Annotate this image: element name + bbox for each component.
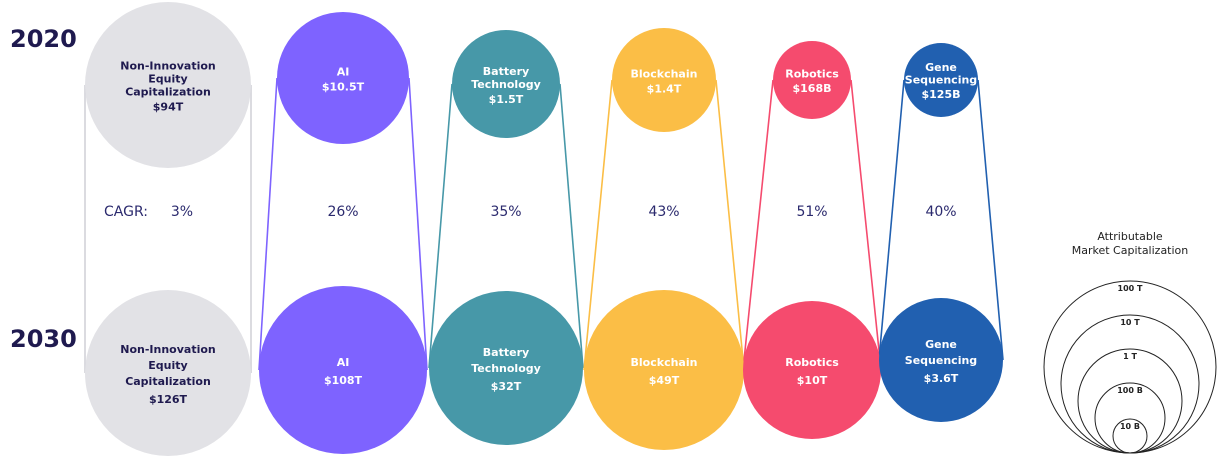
connector-right-5 [977,79,1004,361]
connector-left-4 [742,79,774,371]
bubble-value-5-2030: $3.6T [924,372,959,385]
connector-left-1 [258,77,278,371]
cagr-value-3: 43% [648,204,679,220]
bubble-2030-4 [743,301,881,439]
legend-ring-label-3: 100 B [1117,386,1143,395]
bubble-2030-2 [429,291,583,445]
bubble-2020-1 [277,12,409,144]
bubbles: Non-InnovationEquityCapitalization$94TNo… [85,2,1003,456]
bubble-2020-5 [904,43,978,117]
bubble-label-0-2030-2: Capitalization [125,375,211,388]
connector-left-3 [583,79,613,371]
cagr-value-0: 3% [171,204,193,220]
bubble-label-0-2020-1: Equity [148,72,187,85]
bubble-label-2-2030-1: Technology [471,362,541,375]
bubble-value-4-2030: $10T [797,374,828,387]
legend-ring-2 [1077,348,1183,454]
bubble-label-0-2020-0: Non-Innovation [120,59,215,72]
cagr-value-4: 51% [796,204,827,220]
bubble-value-2-2020: $1.5T [489,93,524,106]
bubble-2020-2 [452,30,560,138]
bubble-label-5-2030-0: Gene [925,338,957,351]
bubble-label-2-2020-1: Technology [471,78,541,91]
legend-title-1: Market Capitalization [1072,244,1189,257]
bubble-label-3-2020-0: Blockchain [631,67,698,80]
legend-ring-label-4: 10 B [1120,422,1140,431]
bubble-label-5-2030-1: Sequencing [905,354,977,367]
bubble-label-0-2030-0: Non-Innovation [120,343,215,356]
bubble-value-5-2020: $125B [922,88,961,101]
connector-right-4 [850,79,882,371]
legend-ring-label-2: 1 T [1123,352,1137,361]
bubble-2030-5 [879,298,1003,422]
bubble-label-0-2020-2: Capitalization [125,85,211,98]
bubble-value-3-2020: $1.4T [647,82,682,95]
year-label-2020: 2020 [10,25,77,53]
connector-left-5 [878,79,905,361]
bubble-connectors [84,77,1004,373]
bubble-value-1-2030: $108T [324,374,363,387]
legend-ring-label-1: 10 T [1120,318,1140,327]
bubble-2030-0 [85,290,251,456]
cagr-value-5: 40% [925,204,956,220]
bubble-2030-3 [584,290,744,450]
bubble-value-0-2020: $94T [153,100,184,113]
bubble-label-1-2020-0: AI [337,65,350,78]
legend-title-0: Attributable [1097,230,1163,243]
bubble-label-4-2030-0: Robotics [785,356,839,369]
bubble-label-1-2030-0: AI [337,356,350,369]
year-label-2030: 2030 [10,325,77,353]
connector-right-3 [715,79,745,371]
bubble-label-3-2030-0: Blockchain [631,356,698,369]
bubble-value-2-2030: $32T [491,380,522,393]
bubble-label-5-2020-0: Gene [925,61,957,74]
bubble-value-3-2030: $49T [649,374,680,387]
cagr-row: 3% 26% 35% 43% 51% 40% CAGR: [104,204,957,220]
connector-right-1 [408,77,428,371]
cagr-value-1: 26% [327,204,358,220]
legend-ring-4 [1112,418,1148,454]
connector-left-2 [428,83,453,369]
bubble-value-1-2020: $10.5T [322,80,365,93]
legend-ring-1 [1060,314,1200,454]
bubble-label-2-2030-0: Battery [483,346,529,359]
cagr-value-2: 35% [490,204,521,220]
connector-right-2 [559,83,584,369]
bubble-value-0-2030: $126T [149,393,188,406]
bubble-2020-4 [773,41,851,119]
legend-ring-label-0: 100 T [1118,284,1143,293]
bubble-2020-3 [612,28,716,132]
bubble-label-5-2020-1: Sequencing [905,74,977,87]
bubble-label-0-2030-1: Equity [148,359,187,372]
bubble-value-4-2020: $168B [793,82,832,95]
cagr-label: CAGR: [104,204,148,220]
bubble-label-2-2020-0: Battery [483,65,529,78]
bubble-2020-0 [85,2,251,168]
bubble-label-4-2020-0: Robotics [785,67,839,80]
bubble-2030-1 [259,286,427,454]
